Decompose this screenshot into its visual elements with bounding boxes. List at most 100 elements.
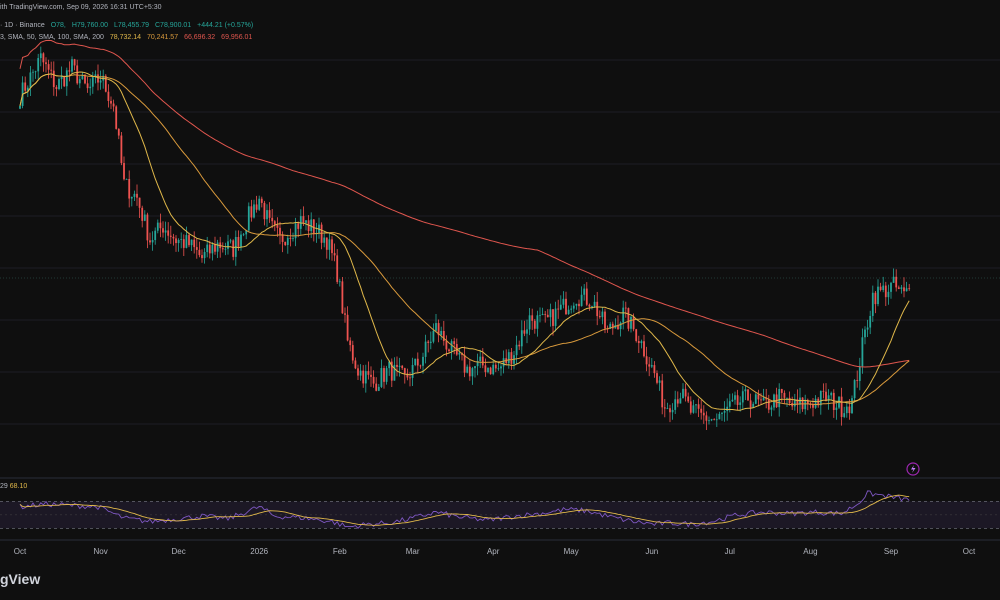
- candle-body: [796, 399, 799, 405]
- candle-body: [159, 222, 162, 229]
- time-axis[interactable]: Oct Nov Dec 2026 Feb Mar Apr May Jun Jul Aug Sep Oct: [14, 547, 976, 556]
- candle-body: [749, 400, 752, 408]
- candle-body: [429, 341, 432, 343]
- rsi-value: 29: [0, 483, 8, 490]
- candle-body: [864, 329, 866, 338]
- candle-body: [851, 398, 853, 414]
- candle-body: [801, 397, 804, 410]
- candle-body: [645, 356, 648, 365]
- candle-body: [29, 72, 32, 88]
- candle-body: [544, 313, 547, 315]
- candle-body: [263, 202, 266, 220]
- candle-body: [882, 285, 885, 291]
- candle-body: [279, 227, 281, 235]
- candle-body: [310, 219, 313, 232]
- candle-body: [500, 366, 502, 369]
- candle-body: [539, 315, 541, 316]
- candle-body: [414, 358, 417, 365]
- ma-legend[interactable]: 3, SMA, 50, SMA, 100, SMA, 200 78,732.14…: [0, 33, 256, 42]
- candle-body: [453, 341, 456, 345]
- candle-body: [557, 308, 560, 310]
- candle-body: [307, 220, 310, 232]
- candle-body: [604, 311, 606, 329]
- candle-body: [583, 288, 586, 295]
- candle-body: [661, 380, 664, 408]
- symbol-label[interactable]: · 1D · Binance: [0, 22, 45, 29]
- candle-body: [115, 106, 118, 129]
- candle-body: [676, 399, 679, 404]
- candle-body: [552, 309, 554, 326]
- candle-body: [86, 83, 89, 89]
- candle-body: [398, 365, 401, 367]
- candle-body: [708, 420, 710, 422]
- candle-body: [559, 304, 562, 310]
- candle-body: [289, 237, 292, 240]
- candle-body: [26, 87, 29, 91]
- candle-body: [292, 238, 294, 240]
- candle-body: [354, 360, 357, 369]
- candle-body: [190, 239, 193, 246]
- high-value: H79,760.00: [71, 22, 109, 29]
- ma200a-value: 66,696.32: [184, 34, 216, 41]
- candle-body: [518, 344, 521, 347]
- candle-body: [702, 412, 705, 416]
- candle-body: [489, 367, 492, 375]
- alert-icon[interactable]: [906, 462, 920, 476]
- candle-body: [528, 315, 531, 330]
- low-value: L78,455.79: [114, 22, 150, 29]
- candle-body: [481, 356, 484, 366]
- candle-body: [437, 323, 440, 336]
- candle-body: [684, 388, 687, 397]
- candle-body: [598, 316, 601, 318]
- candle-body: [723, 411, 726, 413]
- candle-body: [793, 399, 796, 407]
- candle-body: [385, 368, 388, 382]
- x-tick-label: 2026: [250, 547, 268, 556]
- candle-body: [744, 389, 747, 392]
- candle-body: [182, 239, 185, 248]
- candle-body: [364, 371, 367, 384]
- candle-body: [830, 392, 833, 396]
- candle-body: [71, 59, 73, 72]
- x-tick-label: Dec: [171, 547, 185, 556]
- candle-body: [848, 406, 851, 414]
- candle-body: [281, 234, 284, 242]
- ohlc-legend[interactable]: · 1D · Binance O78, H79,760.00 L78,455.7…: [0, 21, 257, 30]
- candle-body: [900, 287, 903, 289]
- candle-body: [50, 69, 53, 71]
- candle-body: [520, 330, 523, 347]
- candle-body: [266, 210, 268, 220]
- candle-body: [208, 244, 211, 254]
- candle-body: [804, 399, 807, 410]
- candle-body: [323, 237, 326, 243]
- candle-body: [770, 407, 773, 410]
- candle-body: [466, 366, 469, 373]
- candle-body: [216, 242, 219, 252]
- candle-body: [195, 247, 198, 250]
- candle-body: [728, 401, 731, 407]
- candle-body: [718, 413, 721, 420]
- change-value: +444.21 (+0.57%): [197, 22, 254, 29]
- candle-body: [175, 238, 177, 244]
- rsi-legend[interactable]: 29 68.10: [0, 483, 27, 490]
- ma-label[interactable]: 3, SMA, 50, SMA, 100, SMA, 200: [0, 34, 104, 41]
- rsi-pane: [0, 490, 1000, 529]
- candle-body: [687, 396, 690, 402]
- candle-body: [640, 341, 643, 344]
- x-tick-label: Jul: [725, 547, 735, 556]
- candle-body: [697, 404, 700, 409]
- candle-body: [637, 340, 640, 344]
- candle-body: [523, 330, 526, 334]
- candle-body: [658, 380, 661, 383]
- candle-body: [575, 303, 578, 306]
- candle-body: [669, 408, 671, 413]
- candle-body: [221, 248, 224, 250]
- candle-body: [388, 361, 391, 369]
- candle-body: [320, 224, 323, 243]
- candle-body: [825, 391, 827, 401]
- candle-body: [245, 230, 248, 235]
- candle-body: [406, 373, 409, 378]
- candle-body: [229, 240, 232, 242]
